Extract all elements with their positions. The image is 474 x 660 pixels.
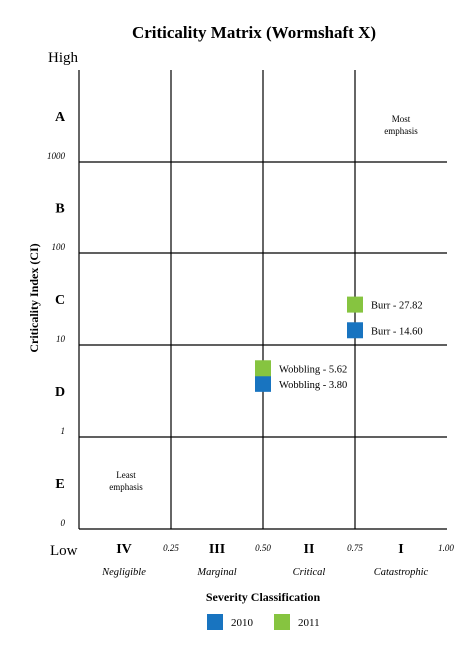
data-point-marker-2011 — [347, 296, 363, 313]
y-tick-label: 0 — [61, 518, 66, 528]
row-labels: A B C D E — [55, 110, 66, 492]
data-points: Burr - 14.60 Wobbling - 3.80 Burr - 27.82 W… — [255, 296, 423, 392]
data-point-label: Wobbling - 3.80 — [279, 380, 347, 391]
column-numeral-iii: III — [209, 542, 225, 557]
y-tick-labels: 0 1 10 100 1000 — [47, 151, 66, 528]
emphasis-annotations: Most emphasis Least emphasis — [109, 114, 418, 492]
legend-label-2011: 2011 — [298, 617, 320, 629]
y-tick-label: 100 — [52, 242, 66, 252]
row-label-e: E — [55, 477, 64, 492]
legend-swatch-2011 — [274, 614, 290, 630]
data-point-label: Burr - 14.60 — [371, 326, 423, 337]
column-numeral-ii: II — [304, 542, 315, 557]
column-name-marginal: Marginal — [196, 567, 236, 578]
x-tick-label: 0.75 — [347, 543, 363, 553]
legend: 2010 2011 — [207, 614, 320, 630]
y-high-label: High — [48, 50, 79, 66]
y-tick-label: 1000 — [47, 151, 66, 161]
y-axis-label: Criticality Index (CI) — [27, 243, 41, 352]
grid-lines — [78, 70, 447, 530]
row-label-a: A — [55, 110, 66, 125]
least-emphasis-note: Least — [116, 470, 136, 480]
data-point-marker-2011 — [255, 360, 271, 377]
most-emphasis-note: emphasis — [384, 126, 418, 136]
data-point-marker-2010 — [347, 322, 363, 339]
column-numeral-i: I — [398, 542, 403, 557]
least-emphasis-note: emphasis — [109, 482, 143, 492]
most-emphasis-note: Most — [392, 114, 411, 124]
x-axis-label: Severity Classification — [206, 590, 321, 604]
column-numeral-iv: IV — [116, 542, 132, 557]
legend-swatch-2010 — [207, 614, 223, 630]
chart-title: Criticality Matrix (Wormshaft X) — [132, 23, 376, 42]
row-label-b: B — [55, 202, 64, 217]
column-name-critical: Critical — [293, 567, 326, 578]
column-name-negligible: Negligible — [101, 567, 146, 578]
column-labels: IV Negligible III Marginal II Critical I Catast… — [101, 542, 428, 578]
legend-label-2010: 2010 — [231, 617, 254, 629]
x-tick-labels: 0.25 0.50 0.75 1.00 — [163, 543, 454, 553]
row-label-d: D — [55, 385, 65, 400]
data-point-label: Wobbling - 5.62 — [279, 364, 347, 375]
column-name-catastrophic: Catastrophic — [374, 567, 429, 578]
data-point-marker-2010 — [255, 375, 271, 392]
data-point-label: Burr - 27.82 — [371, 301, 423, 312]
x-tick-label: 1.00 — [438, 543, 454, 553]
x-tick-label: 0.50 — [255, 543, 271, 553]
x-tick-label: 0.25 — [163, 543, 179, 553]
y-tick-label: 10 — [56, 334, 66, 344]
row-label-c: C — [55, 293, 65, 308]
y-low-label: Low — [50, 543, 78, 559]
y-tick-label: 1 — [61, 426, 66, 436]
